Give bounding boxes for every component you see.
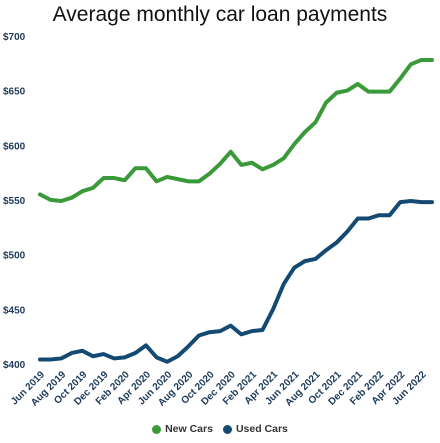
y-tick-label: $400 bbox=[3, 360, 26, 371]
y-tick-label: $600 bbox=[3, 141, 26, 152]
series-line-new-cars bbox=[38, 57, 434, 203]
y-axis: $400 $450 $500 $550 $600 $650 $700 bbox=[3, 32, 26, 371]
y-tick-label: $450 bbox=[3, 305, 26, 316]
legend-label-new-cars: New Cars bbox=[165, 423, 213, 435]
y-tick-label: $650 bbox=[3, 87, 26, 98]
y-tick-label: $700 bbox=[3, 32, 26, 43]
legend-marker-new-cars bbox=[152, 424, 162, 434]
legend-marker-used-cars bbox=[222, 424, 232, 434]
y-tick-label: $500 bbox=[3, 251, 26, 262]
series-lines bbox=[38, 57, 434, 364]
legend-item-used-cars: Used Cars bbox=[222, 423, 288, 435]
chart-title: Average monthly car loan payments bbox=[52, 3, 388, 26]
legend-item-new-cars: New Cars bbox=[152, 423, 213, 435]
y-tick-label: $550 bbox=[3, 196, 26, 207]
legend-label-used-cars: Used Cars bbox=[235, 423, 288, 435]
legend: New Cars Used Cars bbox=[0, 423, 440, 435]
series-line-used-cars bbox=[38, 199, 434, 364]
